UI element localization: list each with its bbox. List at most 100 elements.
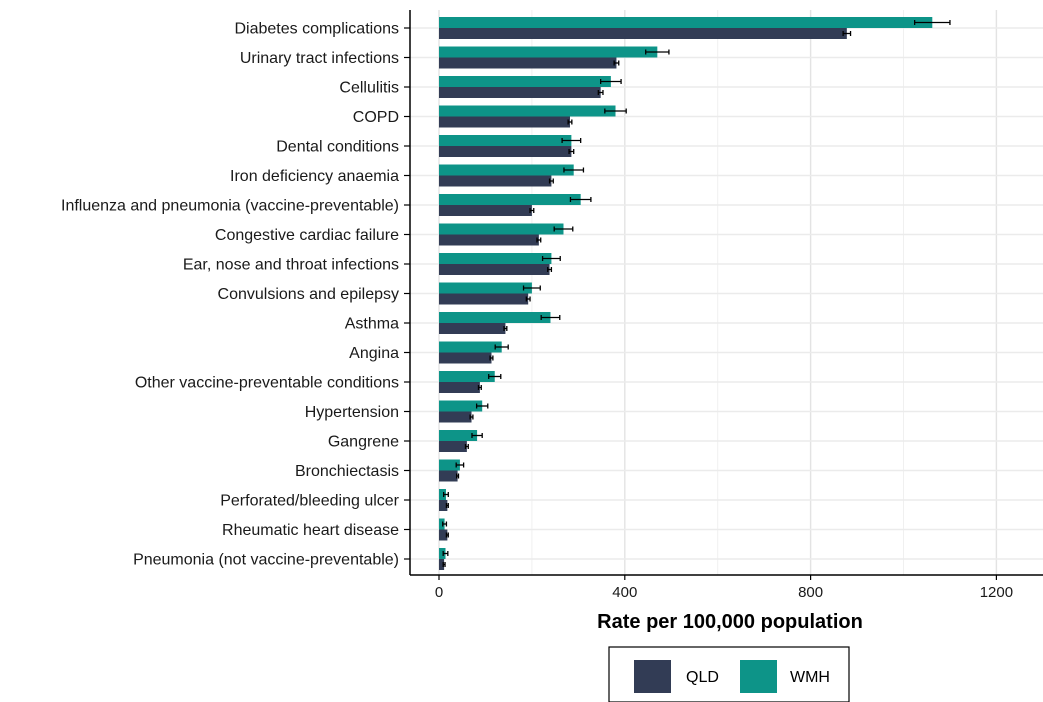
error-bar-qld bbox=[548, 178, 554, 184]
error-bar-qld bbox=[613, 60, 620, 66]
bar-qld bbox=[439, 264, 550, 275]
bar-wmh bbox=[439, 430, 478, 441]
error-bar-wmh bbox=[442, 551, 449, 556]
error-bar-wmh bbox=[913, 20, 951, 25]
error-bar-qld bbox=[842, 31, 852, 36]
error-bar-wmh bbox=[455, 462, 465, 468]
category-label: Rheumatic heart disease bbox=[222, 522, 399, 539]
bar-qld bbox=[439, 441, 467, 452]
category-label: Dental conditions bbox=[276, 139, 399, 156]
bar-wmh bbox=[439, 400, 483, 412]
category-label: Diabetes complications bbox=[234, 21, 399, 38]
error-bars bbox=[442, 20, 951, 567]
bar-wmh bbox=[439, 105, 616, 117]
bar-wmh bbox=[439, 341, 502, 353]
error-bar-wmh bbox=[604, 108, 627, 114]
error-bar-qld bbox=[456, 473, 460, 479]
category-label: Ear, nose and throat infections bbox=[183, 257, 399, 274]
error-bar-wmh bbox=[494, 344, 509, 350]
error-bar-wmh bbox=[553, 226, 574, 232]
error-bar-wmh bbox=[488, 374, 502, 379]
bar-qld bbox=[439, 500, 448, 511]
bar-qld bbox=[439, 559, 445, 570]
bar-qld bbox=[439, 470, 458, 482]
bar-qld bbox=[439, 234, 539, 246]
bar-wmh bbox=[439, 46, 658, 58]
category-label: Hypertension bbox=[305, 404, 399, 421]
error-bar-qld bbox=[536, 237, 542, 243]
error-bar-qld bbox=[445, 503, 449, 508]
error-bar-wmh bbox=[563, 167, 585, 173]
error-bar-qld bbox=[525, 296, 531, 302]
legend: QLD WMH bbox=[608, 646, 850, 702]
error-bar-qld bbox=[597, 90, 604, 95]
bar-wmh bbox=[439, 282, 532, 294]
category-label: Urinary tract infections bbox=[240, 50, 399, 67]
category-label: COPD bbox=[353, 109, 399, 126]
x-tick-label: 0 bbox=[435, 584, 443, 601]
bar-qld bbox=[439, 293, 529, 305]
bar-qld bbox=[439, 116, 570, 128]
bar-wmh bbox=[439, 76, 611, 87]
error-bar-wmh bbox=[569, 197, 592, 202]
legend-swatch bbox=[740, 660, 777, 693]
error-bar-qld bbox=[503, 326, 508, 331]
error-bar-qld bbox=[464, 444, 469, 449]
error-bar-wmh bbox=[475, 403, 489, 409]
error-bar-wmh bbox=[645, 49, 670, 55]
bar-qld bbox=[439, 352, 492, 364]
error-bar-wmh bbox=[540, 315, 561, 320]
error-bar-qld bbox=[442, 562, 446, 567]
legend-label: WMH bbox=[790, 669, 830, 686]
category-label: Cellulitis bbox=[339, 80, 399, 97]
bars bbox=[439, 17, 933, 570]
bar-qld bbox=[439, 28, 847, 39]
category-label: Congestive cardiac failure bbox=[215, 227, 399, 244]
error-bar-qld bbox=[567, 119, 573, 125]
x-axis-title: Rate per 100,000 population bbox=[597, 611, 863, 633]
bar-qld bbox=[439, 175, 552, 187]
bar-wmh bbox=[439, 135, 572, 146]
category-label: Iron deficiency anaemia bbox=[230, 168, 399, 185]
error-bar-wmh bbox=[471, 433, 483, 438]
bar-qld bbox=[439, 146, 572, 157]
category-label: Other vaccine-preventable conditions bbox=[135, 375, 399, 392]
error-bar-qld bbox=[489, 355, 494, 361]
bar-qld bbox=[439, 323, 506, 334]
error-bar-wmh bbox=[541, 256, 561, 261]
error-bar-wmh bbox=[522, 285, 541, 291]
error-bar-qld bbox=[547, 267, 553, 272]
bar-wmh bbox=[439, 548, 446, 559]
bar-wmh bbox=[439, 371, 495, 382]
bar-qld bbox=[439, 411, 472, 423]
legend-item-qld: QLD bbox=[634, 660, 719, 693]
bar-wmh bbox=[439, 253, 552, 264]
error-bar-qld bbox=[568, 149, 575, 154]
x-tick-label: 400 bbox=[612, 584, 637, 601]
category-label: Perforated/bleeding ulcer bbox=[220, 493, 399, 510]
category-labels: Diabetes complications Urinary tract infe… bbox=[61, 21, 400, 569]
category-label: Convulsions and epilepsy bbox=[218, 286, 399, 303]
error-bar-qld bbox=[445, 532, 449, 538]
bar-wmh bbox=[439, 518, 445, 530]
bar-wmh bbox=[439, 312, 551, 323]
bar-qld bbox=[439, 529, 448, 541]
error-bar-wmh bbox=[442, 492, 449, 497]
category-label: Bronchiectasis bbox=[295, 463, 399, 480]
bar-wmh bbox=[439, 489, 446, 500]
x-tick-label: 800 bbox=[798, 584, 823, 601]
legend-swatch bbox=[634, 660, 671, 693]
bar-qld bbox=[439, 57, 617, 69]
error-bar-wmh bbox=[442, 521, 448, 527]
bar-wmh bbox=[439, 459, 460, 471]
bar-wmh bbox=[439, 164, 574, 176]
bar-wmh bbox=[439, 17, 933, 28]
error-bar-qld bbox=[469, 414, 474, 420]
bar-wmh bbox=[439, 194, 581, 205]
error-bar-wmh bbox=[599, 79, 622, 84]
x-tick-label: 1200 bbox=[980, 584, 1013, 601]
error-bar-wmh bbox=[561, 138, 582, 143]
category-label: Asthma bbox=[345, 316, 399, 333]
bar-wmh bbox=[439, 223, 564, 235]
